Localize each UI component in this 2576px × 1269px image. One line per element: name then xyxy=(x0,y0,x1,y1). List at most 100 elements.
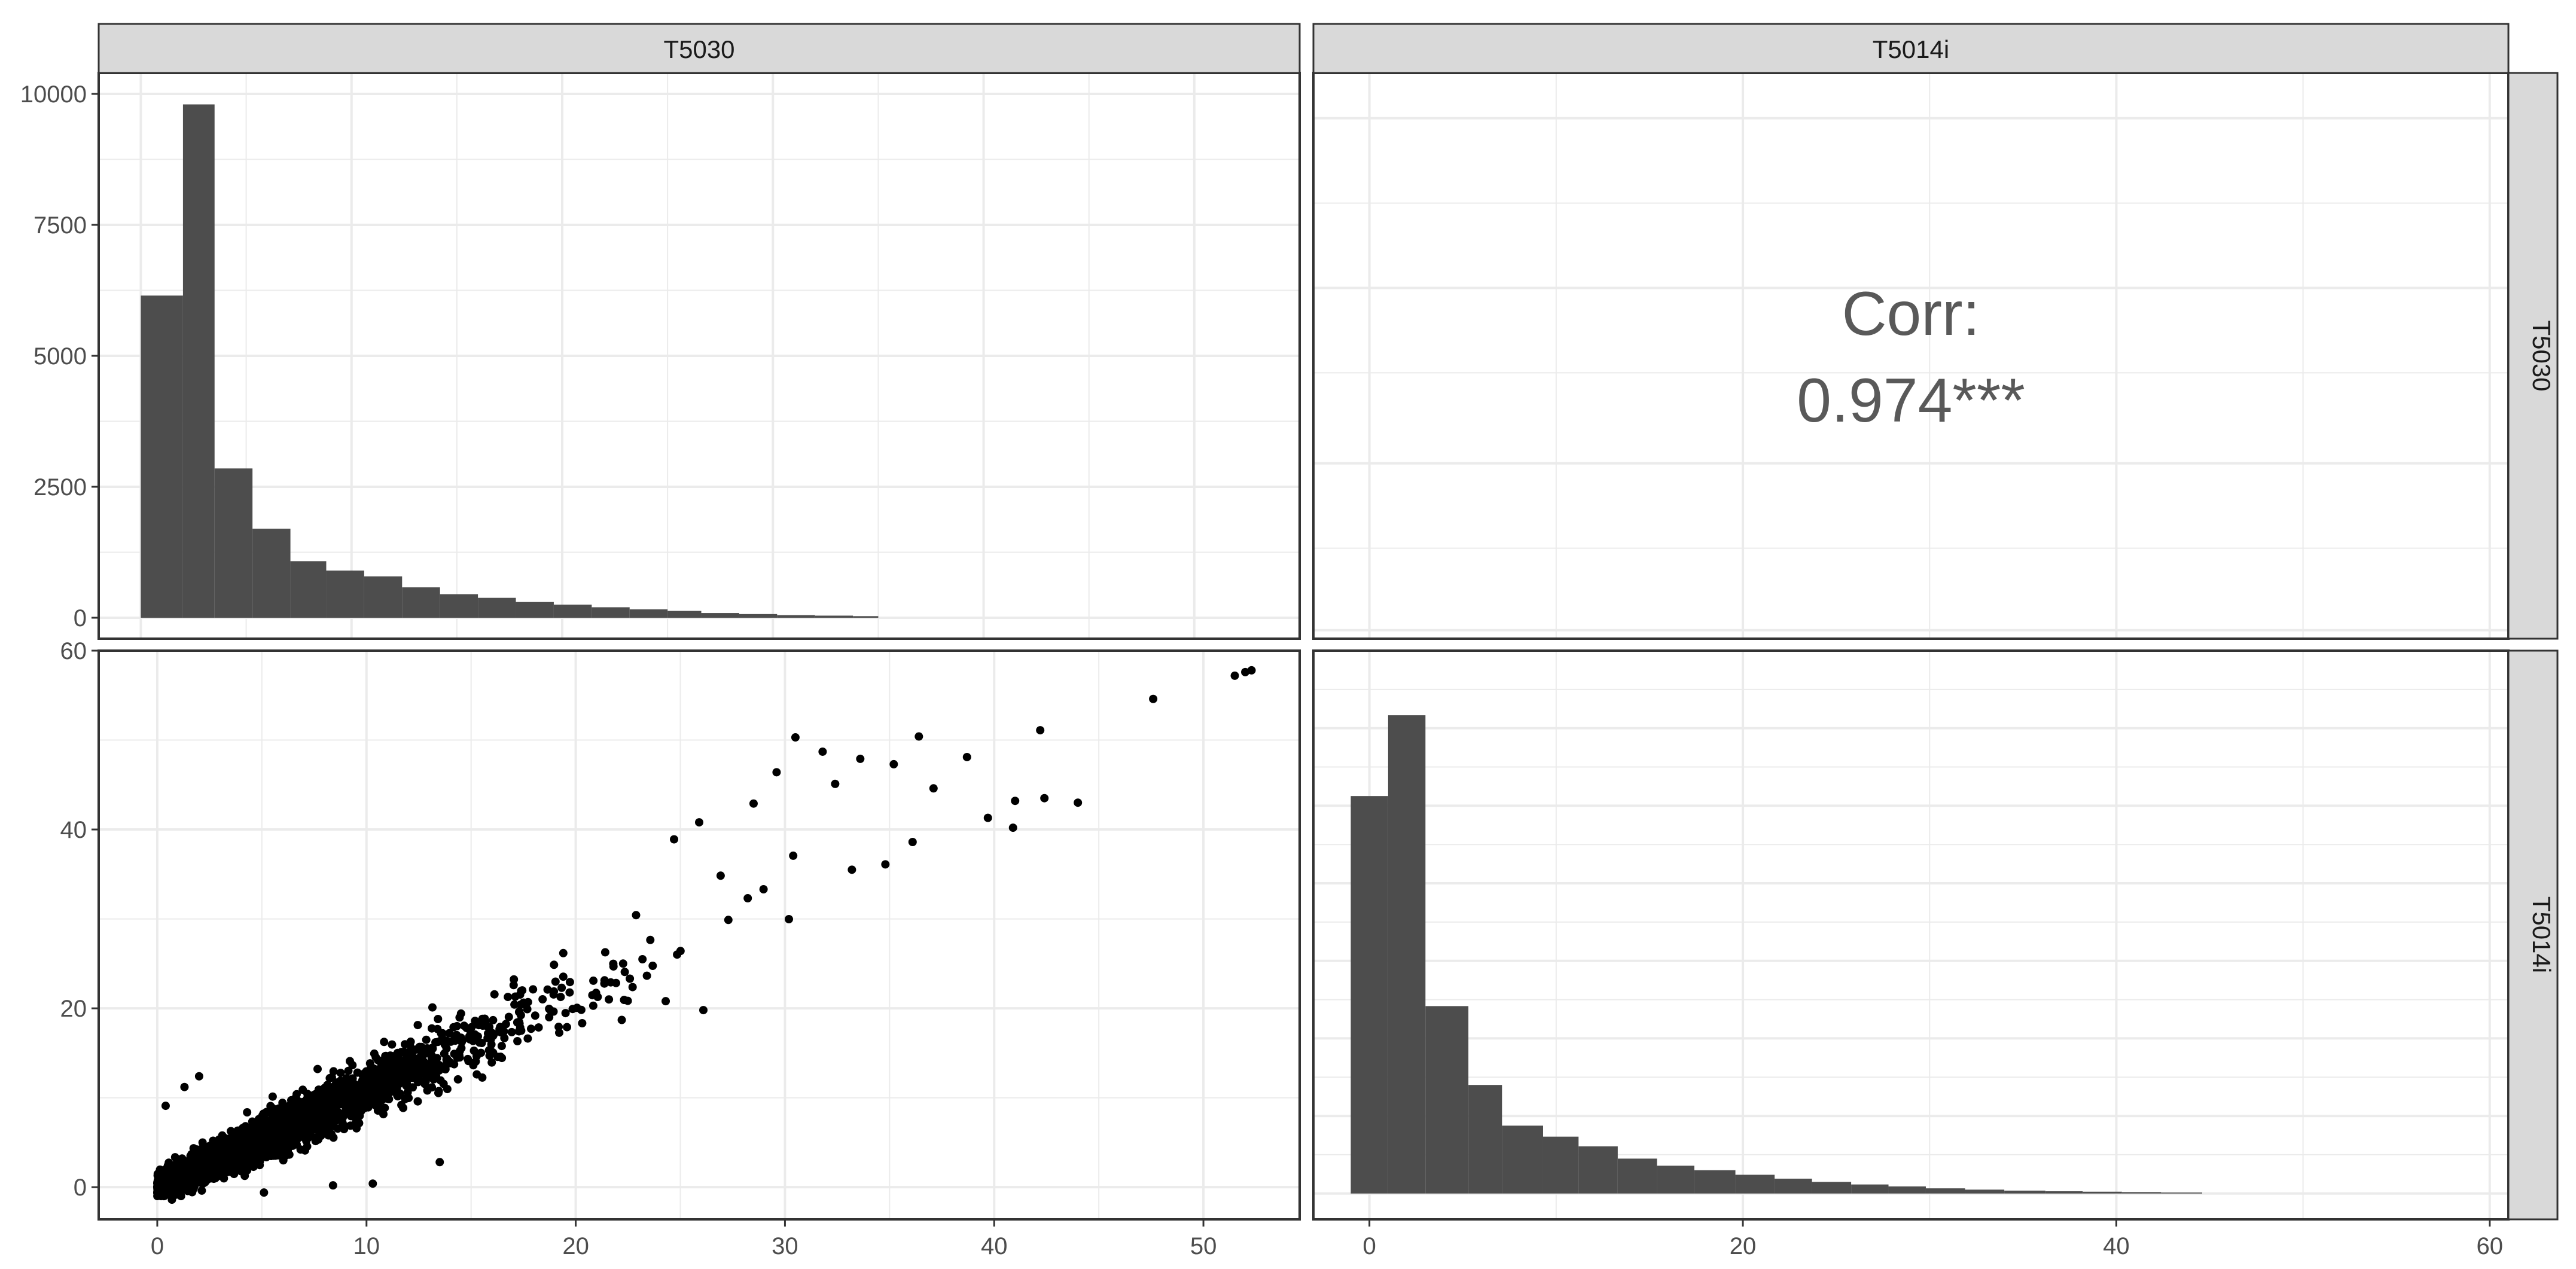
scatter-point xyxy=(428,1067,437,1076)
scatter-point xyxy=(314,1085,323,1094)
scatter-point xyxy=(477,1039,486,1047)
scatter-point xyxy=(789,851,798,860)
scatter-point xyxy=(529,985,538,994)
scatter-point xyxy=(406,1037,415,1046)
scatter-point xyxy=(612,978,620,987)
scatter-point xyxy=(268,1092,277,1101)
scatter-point xyxy=(716,871,725,880)
scatter-point xyxy=(743,894,752,902)
scatter-point xyxy=(453,1075,462,1084)
histogram-bar xyxy=(516,602,554,618)
scatter-points xyxy=(153,666,1256,1204)
scatter-point xyxy=(348,1061,357,1070)
scatter-point xyxy=(336,1094,344,1103)
scatter-point xyxy=(628,983,637,992)
scatter-point xyxy=(434,1088,443,1097)
scatter-point xyxy=(317,1094,326,1102)
scatter-point xyxy=(267,1105,276,1114)
scatter-point xyxy=(785,915,793,923)
histogram-bar xyxy=(252,529,291,618)
scatter-point xyxy=(453,1053,462,1062)
scatter-point xyxy=(333,1124,342,1133)
scatter-point xyxy=(378,1093,387,1102)
scatter-point xyxy=(279,1156,288,1165)
scatter-point xyxy=(403,1088,412,1097)
scatter-point xyxy=(248,1122,257,1131)
scatter-point xyxy=(414,1078,422,1087)
scatter-point xyxy=(589,976,598,985)
scatter-point xyxy=(230,1170,239,1179)
scatter-point xyxy=(510,1000,519,1009)
scatter-point xyxy=(260,1130,269,1139)
histogram-bar xyxy=(364,576,403,618)
scatter-point xyxy=(445,1029,454,1038)
scatter-point xyxy=(220,1174,228,1183)
scatter-point xyxy=(572,1003,581,1012)
scatter-point xyxy=(278,1099,287,1108)
scatter-point xyxy=(286,1117,295,1125)
scatter-point xyxy=(170,1153,179,1162)
scatter-point xyxy=(374,1056,383,1064)
scatter-point xyxy=(638,955,647,963)
scatter-point xyxy=(328,1107,337,1116)
scatter-point xyxy=(527,1024,535,1033)
scatter-point xyxy=(600,979,609,988)
scatter-point xyxy=(559,972,568,981)
histogram-bar xyxy=(290,561,327,618)
scatter-point xyxy=(371,1069,380,1078)
scatter-point xyxy=(419,1078,428,1087)
scatter-point xyxy=(495,1024,504,1033)
scatter-point xyxy=(255,1115,264,1124)
panel-top-left-histogram xyxy=(97,72,1301,640)
scatter-point xyxy=(416,1054,425,1063)
scatter-point xyxy=(397,1100,406,1109)
scatter-point xyxy=(504,1012,513,1021)
scatter-point xyxy=(267,1152,276,1160)
scatter-point xyxy=(380,1103,389,1112)
scatter-point xyxy=(401,1094,410,1103)
scatter-point xyxy=(352,1124,361,1133)
scatter-point xyxy=(354,1088,363,1097)
scatter-point xyxy=(413,1021,422,1030)
scatter-point xyxy=(623,996,632,1005)
scatter-point xyxy=(303,1142,312,1151)
scatter-point xyxy=(374,1100,383,1109)
histogram-bar xyxy=(214,468,253,618)
scatter-point xyxy=(255,1161,264,1170)
histogram-bar xyxy=(667,611,702,618)
scatter-point xyxy=(759,885,768,893)
scatter-point xyxy=(517,987,526,995)
scatter-point xyxy=(381,1052,390,1060)
histogram-bar xyxy=(701,613,739,618)
scatter-point xyxy=(243,1164,252,1173)
scatter-point xyxy=(379,1065,388,1074)
scatter-point xyxy=(413,1097,422,1106)
scatter-point xyxy=(557,983,566,992)
scatter-point xyxy=(632,911,641,920)
histogram-bar xyxy=(815,615,853,618)
scatter-point xyxy=(489,1048,498,1057)
scatter-point xyxy=(397,1077,406,1086)
scatter-point xyxy=(283,1146,292,1155)
panel-bottom-left-scatter xyxy=(97,649,1301,1221)
scatter-point xyxy=(551,977,560,986)
histogram-bar xyxy=(478,597,516,618)
scatter-point xyxy=(620,968,629,977)
scatter-point xyxy=(490,990,499,999)
scatter-point xyxy=(462,1024,471,1033)
scatter-point xyxy=(446,1037,455,1046)
scatter-point xyxy=(507,1027,516,1036)
scatter-point xyxy=(197,1186,206,1195)
scatter-point xyxy=(470,1047,478,1055)
scatter-point xyxy=(298,1085,307,1094)
scatter-point xyxy=(450,1060,459,1069)
scatter-point xyxy=(431,1038,440,1047)
scatter-point xyxy=(618,959,627,968)
scatter-point xyxy=(423,1044,432,1053)
scatter-point xyxy=(559,948,568,957)
scatter-point xyxy=(510,975,519,984)
scatter-point xyxy=(523,1034,532,1043)
scatter-point xyxy=(370,1049,379,1058)
scatter-point xyxy=(452,1021,461,1030)
